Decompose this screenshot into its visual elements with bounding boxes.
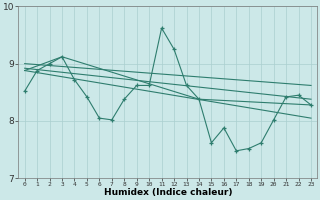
X-axis label: Humidex (Indice chaleur): Humidex (Indice chaleur) [104,188,232,197]
